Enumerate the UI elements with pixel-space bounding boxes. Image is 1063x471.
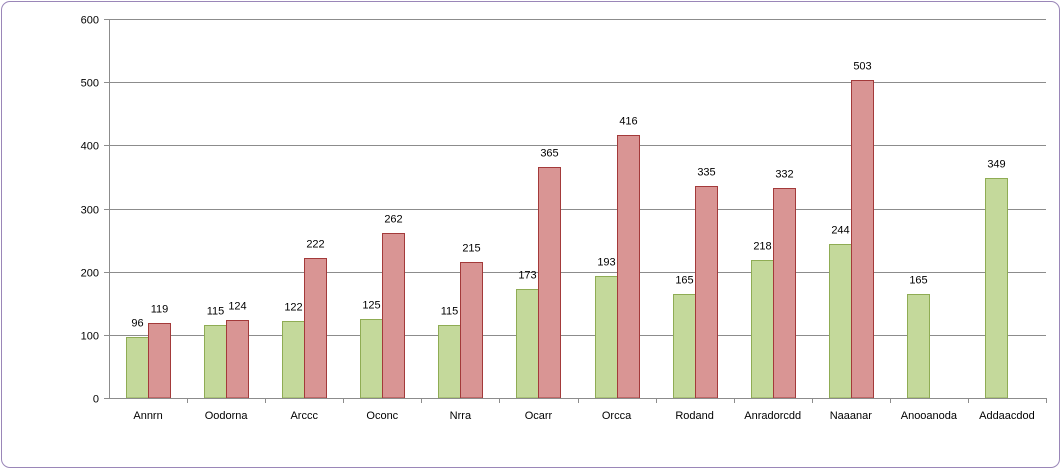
bar-series-1 bbox=[985, 178, 1008, 399]
data-label: 193 bbox=[597, 257, 615, 269]
bar-series-1 bbox=[516, 289, 539, 399]
bar-series-2 bbox=[695, 186, 718, 399]
data-label: 416 bbox=[619, 116, 637, 128]
data-label: 335 bbox=[697, 167, 715, 179]
bar-series-2 bbox=[226, 320, 249, 399]
data-label: 125 bbox=[362, 300, 380, 312]
x-axis: Annrn Oodorna Arccc Oconc Nrra Ocarr Orcca Roda… bbox=[109, 398, 1047, 422]
data-label: 218 bbox=[753, 241, 771, 253]
y-tick-label: 400 bbox=[81, 141, 99, 153]
bar-series-2 bbox=[617, 135, 640, 399]
x-tick-label: Anooanoda bbox=[901, 410, 958, 422]
bar-series-1 bbox=[438, 325, 461, 399]
y-tick-label: 200 bbox=[81, 268, 99, 280]
bar-series-1 bbox=[204, 325, 227, 399]
data-labels: 96 115 122 125 115 173 193 165 218 244 165 349 119 12… bbox=[131, 61, 1005, 330]
bar-series-2 bbox=[304, 258, 327, 399]
data-label: 365 bbox=[540, 148, 558, 160]
data-label: 349 bbox=[987, 159, 1005, 171]
bar-series-1 bbox=[360, 319, 383, 399]
y-tick-label: 300 bbox=[81, 205, 99, 217]
x-tick-label: Nrra bbox=[450, 410, 472, 422]
bar-series-1 bbox=[126, 337, 149, 399]
data-label: 96 bbox=[131, 318, 143, 330]
x-tick-label: Anradorcdd bbox=[744, 410, 801, 422]
bar-series-1 bbox=[907, 294, 930, 399]
data-label: 244 bbox=[831, 225, 849, 237]
bar-series-2 bbox=[773, 188, 796, 399]
data-label: 119 bbox=[151, 304, 169, 316]
data-label: 262 bbox=[384, 214, 402, 226]
x-tick-label: Rodand bbox=[675, 410, 714, 422]
bar-series-2 bbox=[382, 233, 405, 399]
x-tick-label: Orcca bbox=[602, 410, 632, 422]
x-tick-label: Annrn bbox=[133, 410, 162, 422]
data-label: 115 bbox=[441, 306, 459, 318]
x-tick-label: Naaanar bbox=[830, 410, 873, 422]
y-tick-label: 500 bbox=[81, 78, 99, 90]
data-label: 124 bbox=[228, 301, 246, 313]
bar-series-1 bbox=[829, 244, 852, 399]
data-label: 503 bbox=[853, 61, 871, 73]
y-axis: 0 100 200 300 400 500 600 bbox=[81, 15, 110, 406]
x-tick-label: Oodorna bbox=[205, 410, 249, 422]
x-tick-label: Oconc bbox=[366, 410, 398, 422]
bars bbox=[126, 80, 1008, 399]
x-tick-label: Ocarr bbox=[525, 410, 553, 422]
bar-series-1 bbox=[751, 260, 774, 399]
x-tick-label: Addaacdod bbox=[979, 410, 1035, 422]
data-label: 215 bbox=[462, 243, 480, 255]
bar-series-1 bbox=[673, 294, 696, 399]
data-label: 122 bbox=[284, 302, 302, 314]
data-label: 173 bbox=[518, 270, 536, 282]
gridlines bbox=[109, 19, 1046, 336]
y-tick-label: 600 bbox=[81, 15, 99, 27]
data-label: 165 bbox=[909, 275, 927, 287]
x-tick-label: Arccc bbox=[290, 410, 318, 422]
data-label: 165 bbox=[675, 275, 693, 287]
data-label: 222 bbox=[306, 239, 324, 251]
y-tick-label: 0 bbox=[93, 394, 99, 406]
data-label: 332 bbox=[775, 169, 793, 181]
bar-series-2 bbox=[460, 262, 483, 399]
bar-series-1 bbox=[595, 276, 618, 399]
y-tick-label: 100 bbox=[81, 331, 99, 343]
bar-series-2 bbox=[538, 167, 561, 399]
data-label: 115 bbox=[207, 306, 225, 318]
bar-series-2 bbox=[851, 80, 874, 399]
bar-series-1 bbox=[282, 321, 305, 399]
bar-series-2 bbox=[148, 323, 171, 399]
